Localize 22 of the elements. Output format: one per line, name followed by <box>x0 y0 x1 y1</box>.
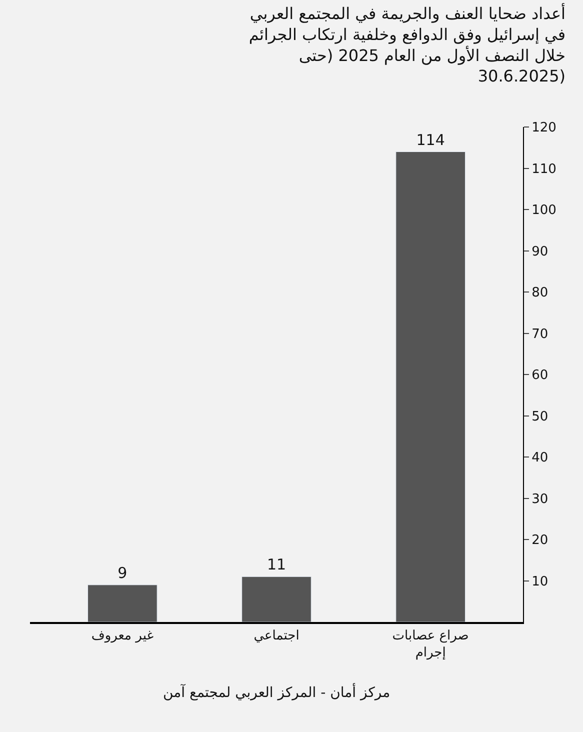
x-tick-label: غير معروف <box>91 628 154 644</box>
x-tick-label: اجتماعي <box>254 628 300 644</box>
data-label: 11 <box>266 556 286 574</box>
y-tick-label: 80 <box>532 286 548 301</box>
text: مركز أمان - المركز العربي لمجتمع آمن <box>163 683 390 701</box>
y-tick-label: 10 <box>532 574 548 590</box>
bar <box>88 584 158 622</box>
y-tick-label: 90 <box>532 244 548 260</box>
y-tick-label: 110 <box>532 162 556 177</box>
data-label: 114 <box>416 130 445 149</box>
y-tick-label: 60 <box>532 368 548 384</box>
bar <box>396 152 466 622</box>
x-tick-label: صراع عصابات إجرام <box>392 628 469 660</box>
y-tick-label: 50 <box>532 409 548 424</box>
y-tick-label: 30 <box>532 492 548 507</box>
bar <box>242 576 312 622</box>
y-tick-label: 70 <box>532 326 548 342</box>
y-tick-label: 100 <box>532 203 556 218</box>
data-label: 9 <box>118 564 128 582</box>
y-tick-label: 40 <box>532 450 548 466</box>
y-tick-label: 120 <box>532 120 556 136</box>
y-tick-label: 20 <box>532 533 548 548</box>
